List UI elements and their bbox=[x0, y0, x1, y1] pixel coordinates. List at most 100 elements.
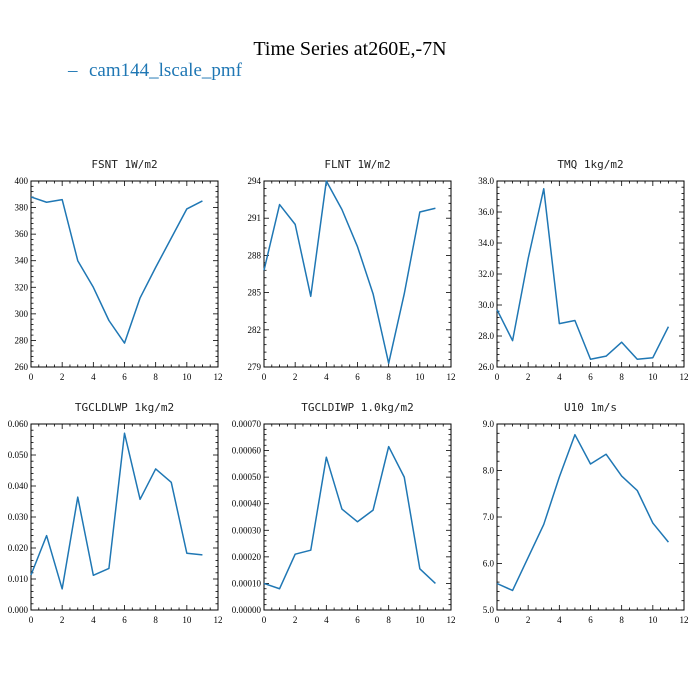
legend-label: cam144_lscale_pmf bbox=[89, 60, 243, 81]
x-tick-label: 12 bbox=[214, 372, 223, 382]
y-tick-label: 28.0 bbox=[478, 331, 494, 341]
x-tick-label: 4 bbox=[324, 372, 329, 382]
x-tick-label: 2 bbox=[293, 615, 298, 625]
x-tick-label: 8 bbox=[153, 615, 158, 625]
x-tick-label: 0 bbox=[29, 372, 34, 382]
y-tick-label: 0.000 bbox=[8, 605, 29, 615]
y-tick-label: 0.00030 bbox=[232, 525, 262, 535]
x-tick-label: 0 bbox=[29, 615, 34, 625]
y-tick-label: 288 bbox=[248, 250, 262, 260]
y-tick-label: 0.00070 bbox=[232, 419, 262, 429]
y-tick-label: 360 bbox=[15, 229, 29, 239]
y-tick-label: 0.00050 bbox=[232, 472, 262, 482]
chart-panel-5: TGCLDIWP 1.0kg/m2 0 2 4 6 8 10 12 0.00000 0.00010… bbox=[232, 401, 456, 625]
x-tick-label: 8 bbox=[386, 372, 391, 382]
y-tick-label: 6.0 bbox=[483, 559, 495, 569]
y-tick-label: 32.0 bbox=[478, 269, 494, 279]
series-line bbox=[263, 180, 436, 365]
y-tick-label: 0.00040 bbox=[232, 499, 262, 509]
x-tick-label: 8 bbox=[153, 372, 158, 382]
y-tick-label: 291 bbox=[248, 213, 262, 223]
y-tick-label: 0.040 bbox=[8, 481, 29, 491]
plot-frame bbox=[30, 423, 219, 611]
plot-frame bbox=[496, 423, 685, 611]
x-tick-label: 6 bbox=[588, 615, 593, 625]
plot-frame bbox=[263, 180, 452, 368]
y-tick-label: 34.0 bbox=[478, 238, 494, 248]
y-tick-label: 0.030 bbox=[8, 512, 29, 522]
x-tick-label: 12 bbox=[214, 615, 223, 625]
panel-title: FSNT 1W/m2 bbox=[91, 158, 157, 171]
x-tick-label: 10 bbox=[648, 615, 658, 625]
x-tick-label: 10 bbox=[182, 372, 192, 382]
y-tick-label: 30.0 bbox=[478, 300, 494, 310]
x-tick-label: 8 bbox=[386, 615, 391, 625]
plot-frame bbox=[30, 180, 219, 368]
x-tick-label: 12 bbox=[680, 372, 689, 382]
series-line bbox=[30, 196, 203, 344]
y-tick-label: 0.050 bbox=[8, 450, 29, 460]
x-tick-label: 10 bbox=[415, 615, 425, 625]
x-tick-label: 6 bbox=[588, 372, 593, 382]
x-tick-label: 10 bbox=[182, 615, 192, 625]
series-line bbox=[263, 445, 436, 590]
y-tick-label: 320 bbox=[15, 282, 29, 292]
y-tick-label: 400 bbox=[15, 176, 29, 186]
x-tick-label: 12 bbox=[447, 615, 456, 625]
y-tick-label: 0.010 bbox=[8, 574, 29, 584]
chart-panel-6: U10 1m/s 0 2 4 6 8 10 12 5.0 6.0 7.0 8.0 9.0 bbox=[483, 401, 689, 625]
panel-title: TGCLDLWP 1kg/m2 bbox=[75, 401, 174, 414]
x-tick-label: 2 bbox=[60, 615, 65, 625]
x-tick-label: 10 bbox=[648, 372, 658, 382]
y-tick-label: 0.020 bbox=[8, 543, 29, 553]
x-tick-label: 2 bbox=[60, 372, 65, 382]
figure-title: Time Series at260E,-7N bbox=[253, 38, 446, 60]
panel-title: U10 1m/s bbox=[564, 401, 617, 414]
y-tick-label: 0.060 bbox=[8, 419, 29, 429]
y-tick-label: 340 bbox=[15, 256, 29, 266]
x-tick-label: 8 bbox=[619, 372, 624, 382]
x-tick-label: 0 bbox=[495, 615, 500, 625]
y-tick-label: 300 bbox=[15, 309, 29, 319]
x-tick-label: 10 bbox=[415, 372, 425, 382]
x-tick-label: 12 bbox=[447, 372, 456, 382]
panel-title: FLNT 1W/m2 bbox=[324, 158, 390, 171]
panels: FSNT 1W/m20 2 4 6 8 10 12260280300320340360380… bbox=[8, 158, 689, 625]
y-tick-label: 5.0 bbox=[483, 605, 495, 615]
x-tick-label: 0 bbox=[495, 372, 500, 382]
x-tick-label: 4 bbox=[91, 372, 96, 382]
series-line bbox=[496, 433, 670, 592]
chart-panel-2: FLNT 1W/m2 0 2 4 6 8 10 12 279 282 285 288 291 294 bbox=[248, 158, 456, 382]
series-line bbox=[496, 188, 670, 360]
chart-panel-1: FSNT 1W/m2 0 2 4 6 8 10 12 260 280 300 320 340 360 380… bbox=[15, 158, 223, 382]
x-tick-label: 8 bbox=[619, 615, 624, 625]
x-tick-label: 6 bbox=[122, 372, 127, 382]
chart-panel-4: TGCLDLWP 1kg/m2 0 2 4 6 8 10 12 0.000 0.010 0.020 0… bbox=[8, 401, 223, 625]
y-tick-label: 0.00000 bbox=[232, 605, 262, 615]
x-tick-label: 4 bbox=[91, 615, 96, 625]
y-tick-label: 282 bbox=[248, 325, 262, 335]
y-tick-label: 7.0 bbox=[483, 512, 495, 522]
y-tick-label: 279 bbox=[248, 362, 262, 372]
y-tick-label: 26.0 bbox=[478, 362, 494, 372]
x-tick-label: 0 bbox=[262, 372, 267, 382]
series-line bbox=[30, 432, 203, 590]
y-tick-label: 36.0 bbox=[478, 207, 494, 217]
y-tick-label: 0.00010 bbox=[232, 578, 262, 588]
x-tick-label: 12 bbox=[680, 615, 689, 625]
y-tick-label: 9.0 bbox=[483, 419, 495, 429]
y-tick-label: 0.00020 bbox=[232, 552, 262, 562]
y-tick-label: 0.00060 bbox=[232, 446, 262, 456]
x-tick-label: 0 bbox=[262, 615, 267, 625]
x-tick-label: 4 bbox=[324, 615, 329, 625]
x-tick-label: 6 bbox=[355, 372, 360, 382]
y-tick-label: 285 bbox=[248, 288, 262, 298]
y-tick-label: 260 bbox=[15, 362, 29, 372]
chart-panel-3: TMQ 1kg/m2 0 2 4 6 8 10 12 26.0 28.0 30.0 32.0 34.0 3… bbox=[478, 158, 688, 382]
x-tick-label: 6 bbox=[355, 615, 360, 625]
panel-title: TMQ 1kg/m2 bbox=[557, 158, 623, 171]
y-tick-label: 294 bbox=[248, 176, 262, 186]
x-tick-label: 6 bbox=[122, 615, 127, 625]
legend: – cam144_lscale_pmf bbox=[67, 60, 243, 81]
